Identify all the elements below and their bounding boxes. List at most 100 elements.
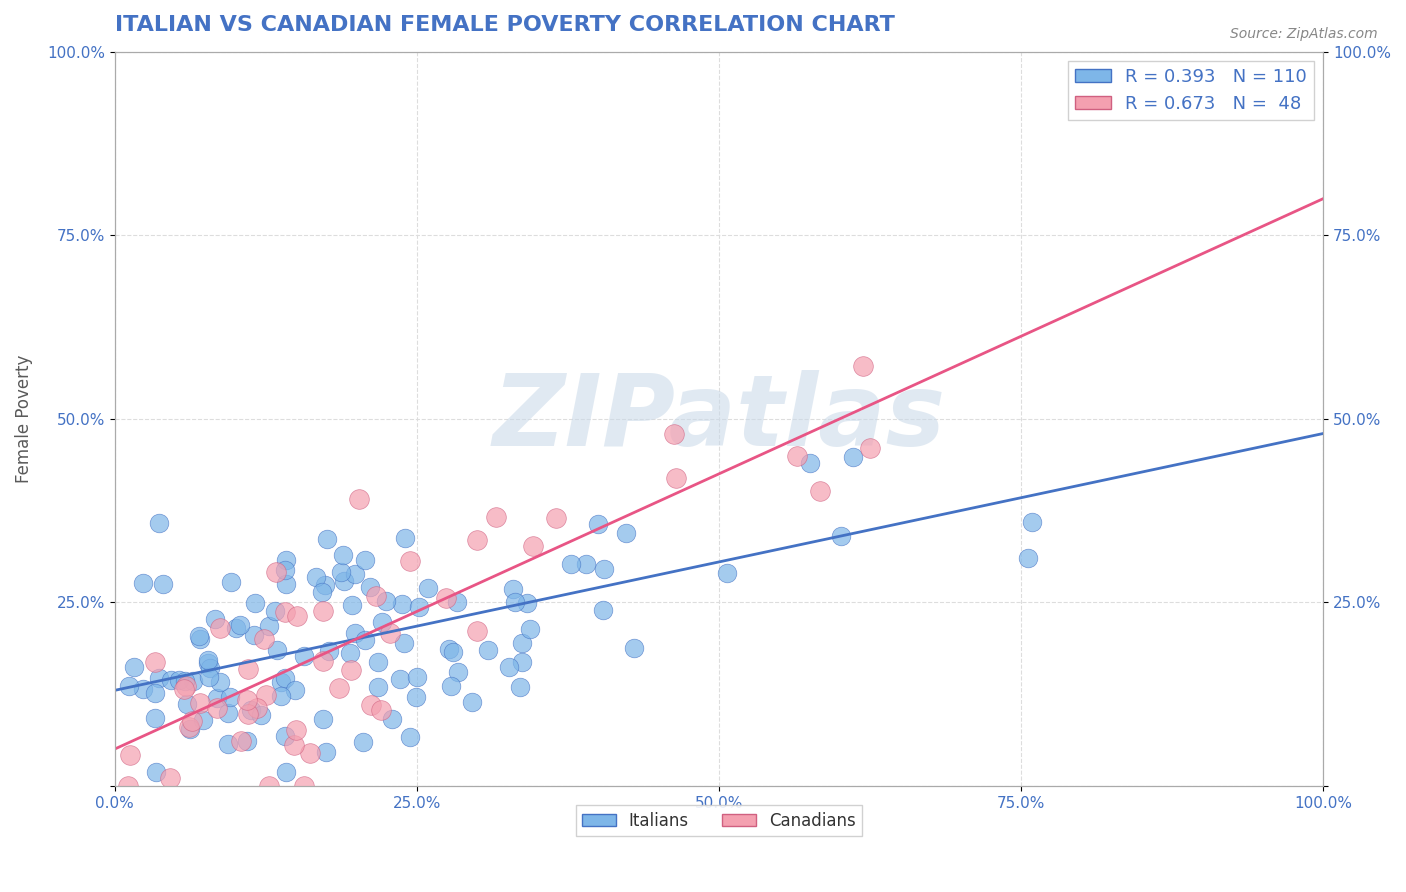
Point bbox=[263, 604, 285, 618]
Point bbox=[516, 595, 538, 609]
Point bbox=[394, 532, 416, 546]
Point bbox=[143, 711, 166, 725]
Point bbox=[176, 679, 198, 693]
Point bbox=[440, 679, 463, 693]
Point bbox=[160, 673, 183, 687]
Point bbox=[808, 483, 831, 498]
Point bbox=[588, 516, 610, 531]
Point bbox=[328, 681, 350, 695]
Point bbox=[502, 582, 524, 596]
Point bbox=[209, 675, 232, 690]
Point bbox=[623, 640, 645, 655]
Point bbox=[441, 645, 464, 659]
Point bbox=[205, 701, 228, 715]
Point bbox=[270, 675, 292, 690]
Point bbox=[169, 673, 191, 687]
Point bbox=[284, 683, 307, 698]
Point bbox=[593, 562, 616, 576]
Point bbox=[333, 574, 356, 588]
Point bbox=[292, 648, 315, 663]
Point bbox=[343, 626, 366, 640]
Point bbox=[243, 628, 266, 642]
Point bbox=[274, 671, 297, 685]
Point bbox=[546, 511, 568, 525]
Point bbox=[330, 565, 353, 579]
Point bbox=[381, 712, 404, 726]
Point bbox=[180, 714, 202, 729]
Point bbox=[359, 580, 381, 594]
Point bbox=[219, 690, 242, 704]
Point bbox=[399, 730, 422, 744]
Point bbox=[173, 681, 195, 696]
Point bbox=[519, 622, 541, 636]
Point bbox=[318, 643, 340, 657]
Point bbox=[408, 599, 430, 614]
Point bbox=[276, 577, 298, 591]
Point bbox=[181, 674, 204, 689]
Point bbox=[274, 605, 297, 619]
Point bbox=[173, 674, 195, 689]
Point bbox=[257, 779, 280, 793]
Point bbox=[197, 656, 219, 670]
Point bbox=[266, 643, 288, 657]
Legend: Italians, Canadians: Italians, Canadians bbox=[575, 805, 862, 836]
Point bbox=[285, 723, 308, 737]
Point bbox=[465, 533, 488, 547]
Point bbox=[312, 654, 335, 668]
Point bbox=[405, 670, 427, 684]
Point bbox=[391, 597, 413, 611]
Point bbox=[366, 589, 388, 603]
Point bbox=[367, 681, 389, 695]
Point bbox=[614, 525, 637, 540]
Point bbox=[786, 450, 808, 464]
Point bbox=[246, 701, 269, 715]
Point bbox=[197, 653, 219, 667]
Point bbox=[257, 618, 280, 632]
Point bbox=[560, 557, 582, 571]
Point bbox=[522, 539, 544, 553]
Point bbox=[314, 578, 336, 592]
Point bbox=[311, 585, 333, 599]
Point bbox=[394, 635, 416, 649]
Point bbox=[264, 566, 287, 580]
Point bbox=[498, 660, 520, 674]
Point bbox=[132, 681, 155, 696]
Point bbox=[340, 663, 363, 677]
Point bbox=[236, 693, 259, 707]
Point bbox=[287, 609, 309, 624]
Point bbox=[312, 712, 335, 726]
Point bbox=[503, 594, 526, 608]
Point bbox=[143, 686, 166, 700]
Point bbox=[198, 660, 221, 674]
Point bbox=[235, 734, 257, 748]
Point bbox=[858, 442, 880, 456]
Point bbox=[592, 603, 614, 617]
Point bbox=[852, 359, 875, 374]
Point bbox=[510, 655, 533, 669]
Point bbox=[225, 621, 247, 635]
Point bbox=[152, 576, 174, 591]
Point bbox=[1021, 515, 1043, 529]
Point bbox=[292, 779, 315, 793]
Point bbox=[352, 735, 374, 749]
Point bbox=[312, 603, 335, 617]
Point bbox=[378, 626, 401, 640]
Point bbox=[477, 643, 499, 657]
Point bbox=[315, 745, 337, 759]
Point bbox=[575, 557, 598, 571]
Point bbox=[665, 471, 688, 485]
Point bbox=[274, 765, 297, 780]
Point bbox=[375, 594, 398, 608]
Point bbox=[509, 680, 531, 694]
Point bbox=[274, 563, 297, 577]
Point bbox=[716, 566, 738, 580]
Point bbox=[485, 509, 508, 524]
Point bbox=[353, 553, 375, 567]
Text: ZIPatlas: ZIPatlas bbox=[492, 370, 945, 467]
Point bbox=[405, 690, 427, 705]
Point bbox=[250, 707, 273, 722]
Point bbox=[143, 656, 166, 670]
Point bbox=[512, 636, 534, 650]
Point bbox=[217, 737, 239, 751]
Point bbox=[117, 779, 139, 793]
